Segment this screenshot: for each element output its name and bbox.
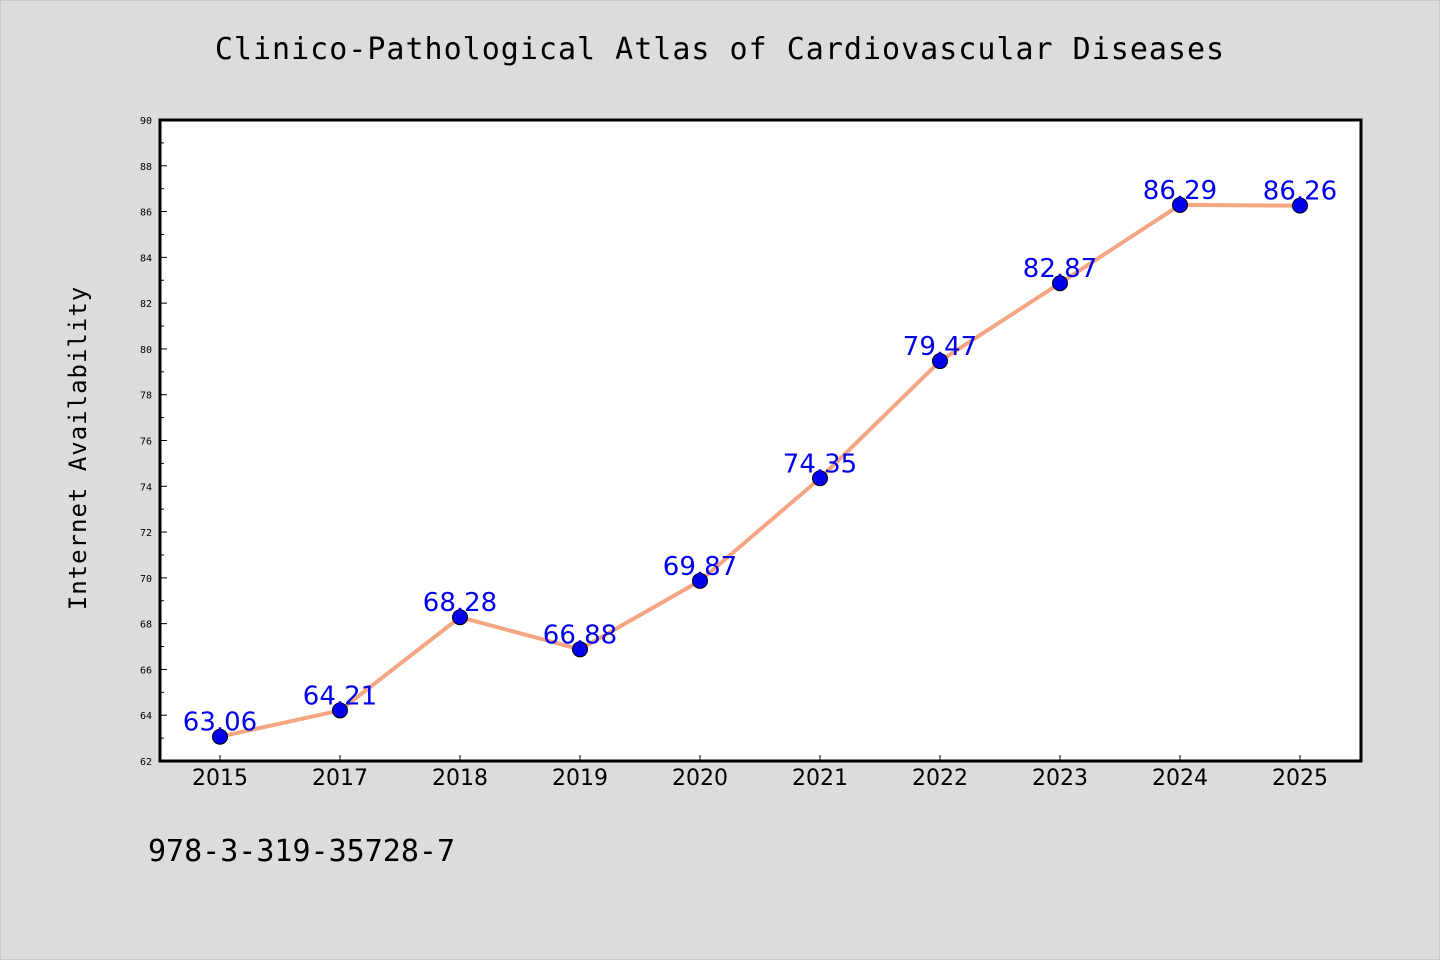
data-label: 64.21 — [303, 681, 377, 711]
x-tick-label: 2018 — [432, 766, 488, 791]
data-label: 68.28 — [423, 588, 497, 618]
data-labels: 63.06 64.21 68.28 66.88 69.87 74.35 79.47 82.87… — [183, 176, 1337, 738]
data-point — [332, 702, 348, 719]
data-point — [932, 353, 948, 370]
data-label: 63.06 — [183, 708, 257, 738]
data-point — [452, 609, 468, 626]
x-tick-label: 2019 — [552, 766, 608, 791]
data-point — [1172, 196, 1188, 213]
data-point — [692, 572, 708, 589]
series-line — [218, 202, 1302, 739]
plot-area — [158, 118, 1363, 763]
data-label: 74.35 — [783, 449, 857, 479]
chart-title: Clinico-Pathological Atlas of Cardiovasc… — [214, 32, 1226, 67]
y-axis: 62 64 66 68 70 72 74 76 78 80 82 84 86 88 90 — [140, 116, 167, 768]
data-label: 86.29 — [1143, 176, 1217, 206]
y-tick-label: 62 — [140, 757, 152, 768]
x-axis: 2015 2017 2018 2019 2020 2021 2022 2023 2024 2025 — [192, 755, 1328, 791]
y-axis-label: Internet Availability — [64, 286, 92, 610]
y-tick-label: 78 — [140, 391, 152, 402]
y-tick-label: 72 — [140, 528, 152, 539]
y-tick-label: 88 — [140, 162, 152, 173]
data-point — [212, 728, 228, 745]
series-markers — [212, 196, 1308, 745]
y-tick-label: 64 — [140, 711, 152, 722]
x-tick-label: 2017 — [312, 766, 368, 791]
y-tick-label: 86 — [140, 208, 152, 219]
data-point — [1052, 275, 1068, 292]
y-tick-label: 66 — [140, 665, 152, 676]
y-tick-label: 80 — [140, 345, 152, 356]
y-tick-label: 84 — [140, 253, 152, 264]
x-tick-label: 2022 — [912, 766, 968, 791]
x-tick-label: 2015 — [192, 766, 248, 791]
data-point — [572, 641, 588, 658]
data-label: 66.88 — [543, 620, 617, 650]
data-label: 69.87 — [663, 552, 737, 582]
y-tick-label: 76 — [140, 437, 152, 448]
isbn-text: 978-3-319-35728-7 — [148, 834, 456, 869]
y-tick-label: 90 — [140, 116, 152, 127]
data-label: 82.87 — [1023, 254, 1097, 284]
x-tick-label: 2024 — [1152, 766, 1208, 791]
x-tick-label: 2023 — [1032, 766, 1088, 791]
y-tick-label: 68 — [140, 620, 152, 631]
data-label: 86.26 — [1263, 177, 1337, 207]
x-tick-label: 2020 — [672, 766, 728, 791]
x-tick-label: 2025 — [1272, 766, 1328, 791]
data-point — [812, 470, 828, 487]
data-point — [1292, 197, 1308, 214]
y-tick-label: 82 — [140, 299, 152, 310]
y-tick-label: 74 — [140, 482, 152, 493]
series-polyline — [218, 202, 1302, 739]
y-tick-label: 70 — [140, 574, 152, 585]
x-tick-label: 2021 — [792, 766, 848, 791]
data-label: 79.47 — [903, 332, 977, 362]
